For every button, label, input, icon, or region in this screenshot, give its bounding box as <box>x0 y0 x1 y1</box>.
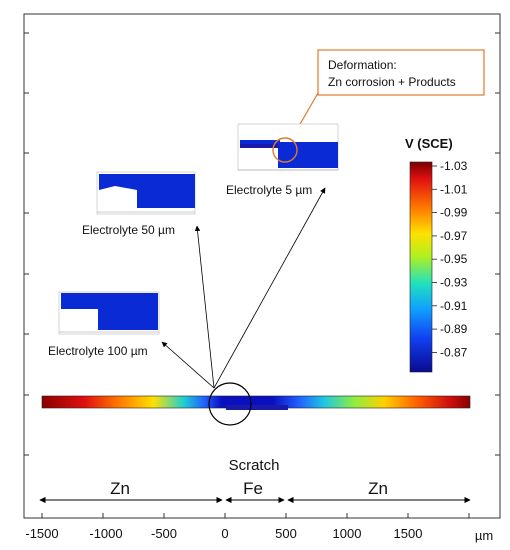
x-tick-label-3: 0 <box>221 526 228 541</box>
colorbar-tick-label: -0.91 <box>440 299 468 313</box>
inset-label-electrolyte-50: Electrolyte 50 µm <box>82 223 175 237</box>
region-label-fe: Fe <box>243 479 263 498</box>
inset-electrolyte-5 <box>237 123 339 171</box>
colorbar-tick-label: -0.99 <box>440 206 468 220</box>
right-tick-marks <box>495 32 500 456</box>
inset-pointer-arrows <box>161 187 326 389</box>
scratch-label: Scratch <box>229 457 280 474</box>
x-axis-bottom-ticks <box>41 513 470 518</box>
x-tick-label-2: -500 <box>151 526 177 541</box>
colorbar-title: V (SCE) <box>405 136 453 151</box>
scratch-highlight-circle <box>208 382 252 426</box>
colorbar-tick-label: -0.95 <box>440 252 468 266</box>
colorbar-tick-label: -0.93 <box>440 276 468 290</box>
colorbar-tick-label: -0.97 <box>440 229 468 243</box>
deformation-callout-box <box>317 49 485 96</box>
colorbar-gradient <box>409 161 433 373</box>
left-tick-marks <box>24 32 29 456</box>
inset-electrolyte-100 <box>58 291 160 335</box>
x-tick-label-6: 1500 <box>394 526 423 541</box>
x-tick-label-0: -1500 <box>25 526 58 541</box>
colorbar-tick-label: -0.87 <box>440 345 468 359</box>
callout-line-2: Zn corrosion + Products <box>328 75 456 89</box>
deformation-highlight-circle <box>272 137 298 163</box>
inset-electrolyte-50 <box>96 171 196 215</box>
colorbar-tick-label: -0.89 <box>440 322 468 336</box>
inset-label-electrolyte-100: Electrolyte 100 µm <box>48 344 148 358</box>
x-tick-label-4: 500 <box>275 526 297 541</box>
x-tick-label-1: -1000 <box>89 526 122 541</box>
fe-substrate-strip <box>226 405 288 410</box>
region-label-zn-right: Zn <box>368 479 388 498</box>
x-tick-label-5: 1000 <box>333 526 362 541</box>
colorbar-ticks: -1.03 -1.01 -0.99 -0.97 -0.95 -0.93 -0.91 -0.89… <box>432 159 468 359</box>
region-label-zn-left: Zn <box>110 479 130 498</box>
callout-line-1: Deformation: <box>328 58 397 72</box>
colorbar-tick-label: -1.01 <box>440 182 468 196</box>
colorbar-tick-label: -1.03 <box>440 159 468 173</box>
inset-label-electrolyte-5: Electrolyte 5 µm <box>226 183 312 197</box>
x-axis-unit: µm <box>475 528 493 543</box>
